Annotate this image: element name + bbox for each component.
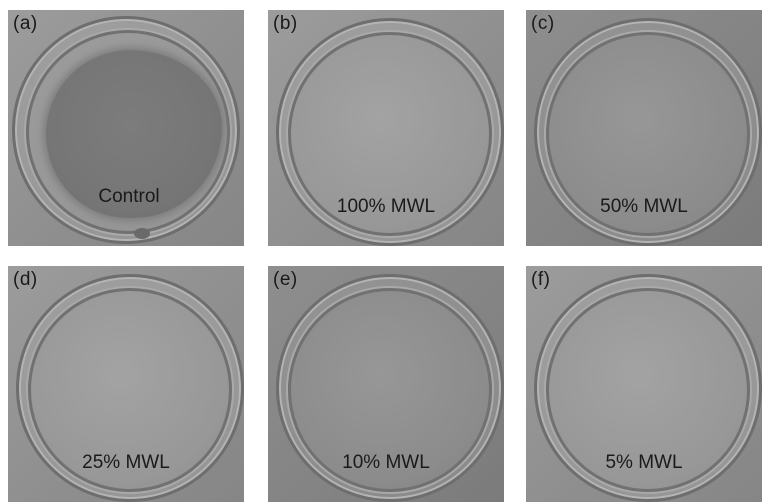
panel-caption: 25% MWL <box>82 452 170 473</box>
petri-dish-base <box>288 32 492 236</box>
panel-letter: (e) <box>273 269 298 290</box>
panel-letter: (a) <box>13 13 38 34</box>
petri-dish-base <box>546 32 750 236</box>
petri-dish-base <box>546 288 750 492</box>
panel-letter: (d) <box>13 269 38 290</box>
panel-a: (a) Control <box>8 10 244 246</box>
panel-letter: (b) <box>273 13 298 34</box>
panel-caption: 10% MWL <box>342 452 430 473</box>
panel-caption: 100% MWL <box>336 196 436 217</box>
panel-letter: (f) <box>531 269 551 290</box>
fungal-colony <box>46 50 222 218</box>
petri-dish-base <box>288 288 492 492</box>
petri-dish-base <box>28 288 232 492</box>
panel-letter: (c) <box>531 13 555 34</box>
panel-e: (e) 10% MWL <box>268 266 504 502</box>
panel-caption: 5% MWL <box>605 452 683 473</box>
panel-b: (b) 100% MWL <box>268 10 504 246</box>
panel-c: (c) 50% MWL <box>526 10 762 246</box>
panel-caption: 50% MWL <box>600 196 688 217</box>
panel-d: (d) 25% MWL <box>8 266 244 502</box>
panel-caption: Control <box>98 186 160 207</box>
panel-f: (f) 5% MWL <box>526 266 762 502</box>
colony-spot <box>134 228 150 239</box>
